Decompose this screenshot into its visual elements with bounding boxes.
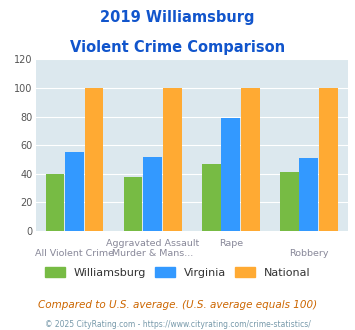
Bar (85, 88, 103, 231)
Bar (202, 164, 220, 231)
Text: Compared to U.S. average. (U.S. average equals 100): Compared to U.S. average. (U.S. average … (38, 300, 317, 310)
Bar (241, 88, 260, 231)
Bar (300, 158, 318, 231)
Text: Aggravated Assault: Aggravated Assault (106, 239, 199, 248)
Bar (124, 177, 142, 231)
Bar (222, 118, 240, 231)
Bar (46, 174, 64, 231)
Bar (65, 152, 84, 231)
Text: Robbery: Robbery (289, 249, 329, 258)
Text: Violent Crime Comparison: Violent Crime Comparison (70, 40, 285, 54)
Bar (163, 88, 181, 231)
Bar (319, 88, 338, 231)
Bar (280, 172, 299, 231)
Bar (143, 157, 162, 231)
Text: 2019 Williamsburg: 2019 Williamsburg (100, 10, 255, 25)
Text: Murder & Mans...: Murder & Mans... (112, 249, 193, 258)
Text: All Violent Crime: All Violent Crime (35, 249, 114, 258)
Text: Rape: Rape (219, 239, 243, 248)
Legend: Williamsburg, Virginia, National: Williamsburg, Virginia, National (41, 264, 314, 281)
Text: © 2025 CityRating.com - https://www.cityrating.com/crime-statistics/: © 2025 CityRating.com - https://www.city… (45, 320, 310, 329)
